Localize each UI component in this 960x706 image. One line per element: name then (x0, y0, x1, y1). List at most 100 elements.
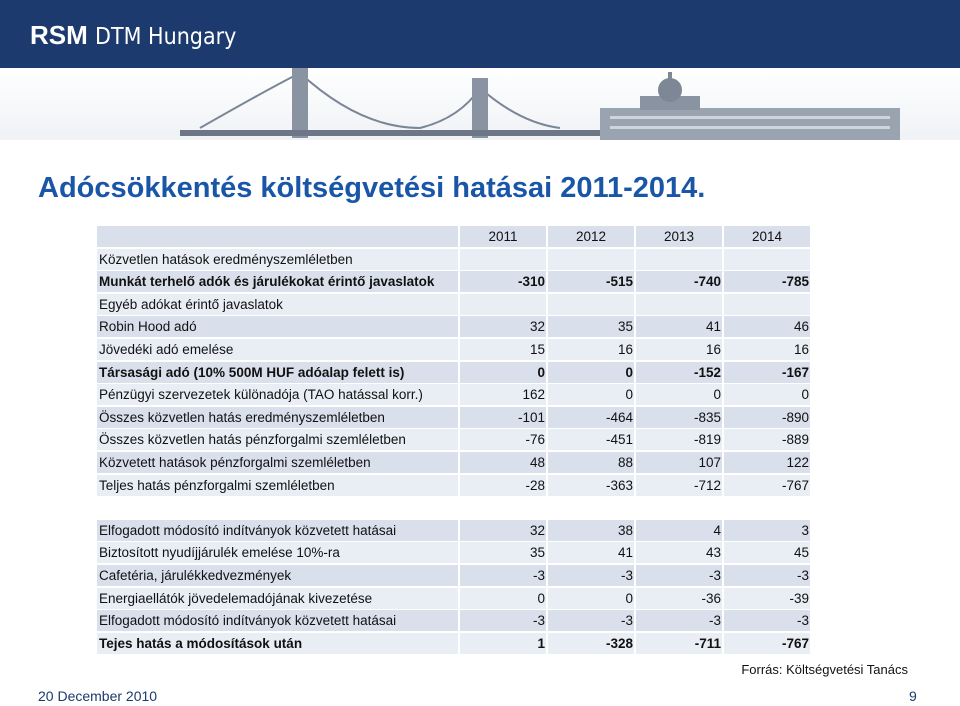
row-label: Pénzügyi szervezetek különadója (TAO hat… (97, 384, 458, 406)
value-cell: 48 (460, 452, 546, 473)
row-label: Energiaellátók jövedelemadójának kivezet… (97, 587, 458, 609)
value-cell: -3 (548, 610, 634, 632)
row-label: Cafetéria, járulékkedvezmények (97, 565, 458, 586)
header-band (0, 0, 960, 68)
empty-cell (460, 293, 546, 315)
value-cell: 38 (548, 519, 634, 541)
row-label: Robin Hood adó (97, 316, 458, 338)
value-cell: -36 (636, 587, 722, 609)
value-cell: 0 (548, 361, 634, 383)
row-label: Biztosított nyudíjjárulék emelése 10%-ra (97, 542, 458, 564)
value-cell: -101 (460, 406, 546, 428)
value-cell: 41 (636, 316, 722, 338)
footer-date: 20 December 2010 (38, 688, 158, 704)
logo-bold: RSM (30, 20, 88, 50)
value-cell: 1 (460, 632, 546, 654)
value-cell: 0 (548, 587, 634, 609)
value-cell: -3 (548, 565, 634, 586)
slide-title: Adócsökkentés költségvetési hatásai 2011… (38, 172, 706, 204)
value-cell: 43 (636, 542, 722, 564)
value-cell: 15 (460, 339, 546, 360)
label-cell (97, 226, 458, 247)
value-cell: -3 (636, 610, 722, 632)
column-header: 2011 (460, 226, 546, 247)
empty-cell (724, 248, 810, 270)
skyline (0, 68, 960, 168)
row-label: Teljes hatás pénzforgalmi szemléletben (97, 474, 458, 496)
row-label: Elfogadott módosító indítványok közvetet… (97, 519, 458, 541)
row-label: Munkát terhelő adók és járulékokat érint… (97, 271, 458, 293)
value-cell: -464 (548, 406, 634, 428)
row-label: Társasági adó (10% 500M HUF adóalap fele… (97, 361, 458, 383)
empty-cell (548, 293, 634, 315)
value-cell: -3 (724, 610, 810, 632)
value-cell: -39 (724, 587, 810, 609)
value-cell: 88 (548, 452, 634, 473)
value-cell: -785 (724, 271, 810, 293)
page-number: 9 (909, 688, 917, 704)
value-cell: 0 (548, 384, 634, 406)
row-label: Összes közvetlen hatás eredményszemlélet… (97, 406, 458, 428)
value-cell: -76 (460, 429, 546, 451)
value-cell: 0 (460, 587, 546, 609)
value-cell: 41 (548, 542, 634, 564)
value-cell: -363 (548, 474, 634, 496)
value-cell: -767 (724, 474, 810, 496)
value-cell: -711 (636, 632, 722, 654)
value-cell: 35 (548, 316, 634, 338)
value-cell: -3 (460, 565, 546, 586)
value-cell: 4 (636, 519, 722, 541)
value-cell: 107 (636, 452, 722, 473)
column-header: 2012 (548, 226, 634, 247)
row-label: Jövedéki adó emelése (97, 339, 458, 360)
value-cell: -3 (636, 565, 722, 586)
logo: RSM DTM Hungary (30, 20, 236, 51)
value-cell: -767 (724, 632, 810, 654)
logo-rest: DTM Hungary (95, 24, 237, 50)
value-cell: -3 (724, 565, 810, 586)
value-cell: 16 (636, 339, 722, 360)
value-cell: -328 (548, 632, 634, 654)
row-label: Közvetlen hatások eredményszemléletben (97, 248, 458, 270)
empty-cell (636, 248, 722, 270)
empty-cell (460, 248, 546, 270)
row-label: Összes közvetlen hatás pénzforgalmi szem… (97, 429, 458, 451)
value-cell: 32 (460, 316, 546, 338)
value-cell: -28 (460, 474, 546, 496)
value-cell: 16 (724, 339, 810, 360)
value-cell: 45 (724, 542, 810, 564)
row-label: Tejes hatás a módosítások után (97, 632, 458, 654)
value-cell: 32 (460, 519, 546, 541)
value-cell: -167 (724, 361, 810, 383)
value-cell: 3 (724, 519, 810, 541)
value-cell: 122 (724, 452, 810, 473)
empty-cell (636, 293, 722, 315)
empty-cell (548, 248, 634, 270)
value-cell: -152 (636, 361, 722, 383)
value-cell: 0 (636, 384, 722, 406)
value-cell: 0 (460, 361, 546, 383)
value-cell: -515 (548, 271, 634, 293)
value-cell: 0 (724, 384, 810, 406)
column-header: 2014 (724, 226, 810, 247)
value-cell: -889 (724, 429, 810, 451)
source: Forrás: Költségvetési Tanács (741, 662, 908, 677)
empty-cell (724, 293, 810, 315)
value-cell: 16 (548, 339, 634, 360)
column-header: 2013 (636, 226, 722, 247)
value-cell: -310 (460, 271, 546, 293)
value-cell: -451 (548, 429, 634, 451)
value-cell: 46 (724, 316, 810, 338)
value-cell: 35 (460, 542, 546, 564)
value-cell: -835 (636, 406, 722, 428)
value-cell: -712 (636, 474, 722, 496)
value-cell: -3 (460, 610, 546, 632)
value-cell: -890 (724, 406, 810, 428)
row-label: Közvetett hatások pénzforgalmi szemlélet… (97, 452, 458, 473)
value-cell: -740 (636, 271, 722, 293)
value-cell: 162 (460, 384, 546, 406)
row-label: Egyéb adókat érintő javaslatok (97, 293, 458, 315)
value-cell: -819 (636, 429, 722, 451)
row-label: Elfogadott módosító indítványok közvetet… (97, 610, 458, 632)
